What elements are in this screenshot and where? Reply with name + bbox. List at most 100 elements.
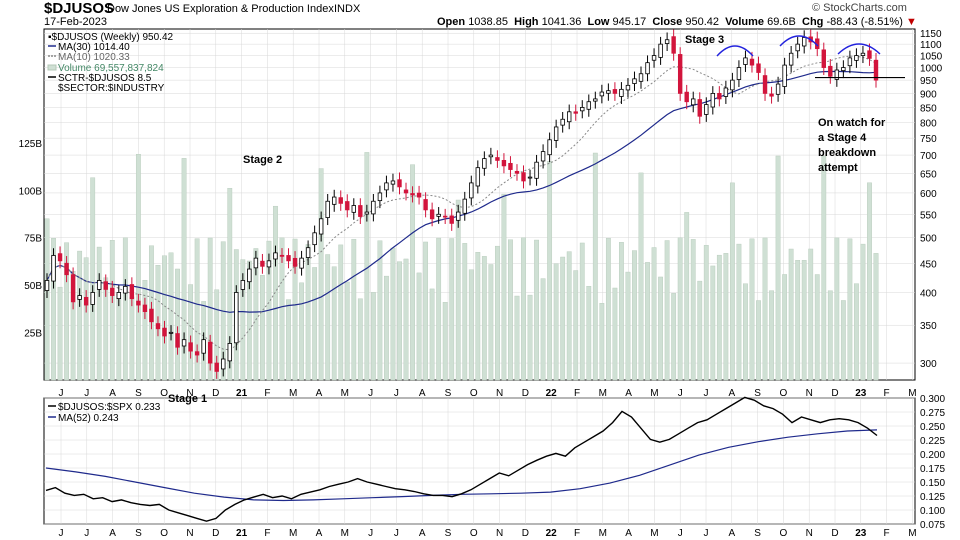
- candle-body: [390, 180, 396, 185]
- x-tick-label: S: [445, 388, 452, 399]
- rs-x-tick-label: S: [135, 528, 142, 539]
- volume-bar: [795, 260, 801, 381]
- price-candle: [495, 150, 500, 168]
- x-tick-label: S: [135, 388, 142, 399]
- volume-label: Volume: [725, 16, 765, 28]
- volume-bar: [403, 258, 409, 381]
- candle-body: [560, 118, 565, 126]
- candle-body: [593, 98, 598, 102]
- rs-x-tick-label: S: [754, 528, 761, 539]
- price-candle: [423, 192, 428, 218]
- rs-x-tick-label: O: [160, 528, 168, 539]
- volume-bar: [840, 300, 846, 381]
- price-candle: [116, 285, 122, 307]
- rs-x-tick-label: A: [109, 528, 116, 539]
- price-candle: [129, 277, 135, 307]
- rs-x-tick-label: J: [678, 528, 683, 539]
- candle-body: [136, 300, 141, 306]
- volume-bar: [109, 240, 115, 381]
- candle-body: [194, 351, 200, 356]
- price-candle: [521, 165, 526, 189]
- volume-bar: [286, 299, 291, 381]
- candle-body: [527, 176, 533, 179]
- price-candle: [684, 84, 689, 110]
- candle-body: [717, 92, 722, 100]
- volume-bar: [782, 274, 788, 381]
- chart-date: 17-Feb-2023: [44, 16, 107, 28]
- volume-bar: [390, 247, 396, 381]
- candle-body: [749, 58, 755, 66]
- volume-bar: [416, 272, 422, 381]
- candle-body: [110, 287, 115, 296]
- candle-body: [860, 52, 866, 56]
- candle-body: [462, 198, 467, 214]
- candle-body: [299, 257, 304, 269]
- candle-body: [260, 260, 265, 267]
- annotation-stage-2: Stage 2: [243, 154, 282, 166]
- candle-body: [606, 90, 611, 94]
- volume-bar: [847, 238, 853, 381]
- top-arc: [837, 43, 881, 55]
- candle-body: [854, 55, 859, 61]
- price-candle: [97, 273, 102, 297]
- volume-bar: [723, 253, 729, 381]
- volume-bar: [312, 267, 318, 381]
- candle-body: [429, 209, 435, 220]
- price-candle: [534, 154, 539, 186]
- price-candle: [312, 225, 317, 253]
- x-tick-label: 21: [236, 388, 248, 399]
- rs-x-tick-label: M: [599, 528, 607, 539]
- volume-bar: [586, 286, 592, 381]
- candle-body: [651, 55, 657, 61]
- candle-body: [44, 280, 50, 291]
- volume-bar: [429, 288, 435, 381]
- price-candle: [612, 82, 618, 101]
- candle-body: [775, 83, 781, 95]
- rs-x-tick-label: D: [522, 528, 529, 539]
- x-tick-label: N: [806, 388, 813, 399]
- price-candle: [704, 97, 709, 122]
- volume-bar: [854, 283, 859, 381]
- price-candle: [397, 172, 402, 195]
- candle-body: [123, 285, 128, 294]
- price-candle: [416, 185, 422, 205]
- volume-bar: [331, 266, 337, 381]
- high-value: 1041.36: [541, 16, 582, 28]
- candle-body: [181, 339, 187, 347]
- top-arc: [779, 35, 819, 47]
- volume-bar: [508, 239, 513, 381]
- chg-label: Chg: [802, 16, 824, 28]
- volume-bar: [710, 265, 716, 381]
- annotation-stage-3: Stage 3: [685, 34, 724, 46]
- chart-index-name: Dow Jones US Exploration & Production In…: [107, 3, 334, 15]
- volume-bar: [834, 237, 840, 381]
- price-candle: [834, 62, 840, 87]
- price-candle: [123, 279, 128, 301]
- x-tick-label: D: [831, 388, 838, 399]
- candle-body: [227, 343, 232, 362]
- price-y-tick-label: 600: [920, 189, 937, 200]
- candle-body: [762, 75, 768, 94]
- volume-bar: [860, 243, 866, 381]
- volume-bar: [423, 241, 428, 381]
- rs-y-tick-label: 0.200: [920, 450, 945, 461]
- candle-body: [743, 57, 748, 65]
- candle-body: [638, 73, 644, 82]
- price-candle: [168, 325, 174, 341]
- candle-body: [423, 199, 428, 211]
- volume-bar: [227, 188, 233, 381]
- candle-body: [149, 308, 154, 323]
- candle-body: [841, 67, 846, 72]
- price-candle: [214, 355, 219, 379]
- rs-y-tick-label: 0.150: [920, 478, 945, 489]
- price-candle: [488, 147, 494, 165]
- rs-x-tick-label: J: [394, 528, 399, 539]
- volume-tick-label: 25B: [24, 329, 42, 340]
- price-candle: [364, 204, 370, 222]
- price-candle: [691, 91, 696, 113]
- volume-bar: [521, 237, 526, 381]
- rs-x-tick-label: F: [264, 528, 270, 539]
- rs-x-tick-label: F: [574, 528, 580, 539]
- annotation-stage-4-watch: On watch for: [818, 117, 886, 129]
- candle-body: [77, 295, 82, 300]
